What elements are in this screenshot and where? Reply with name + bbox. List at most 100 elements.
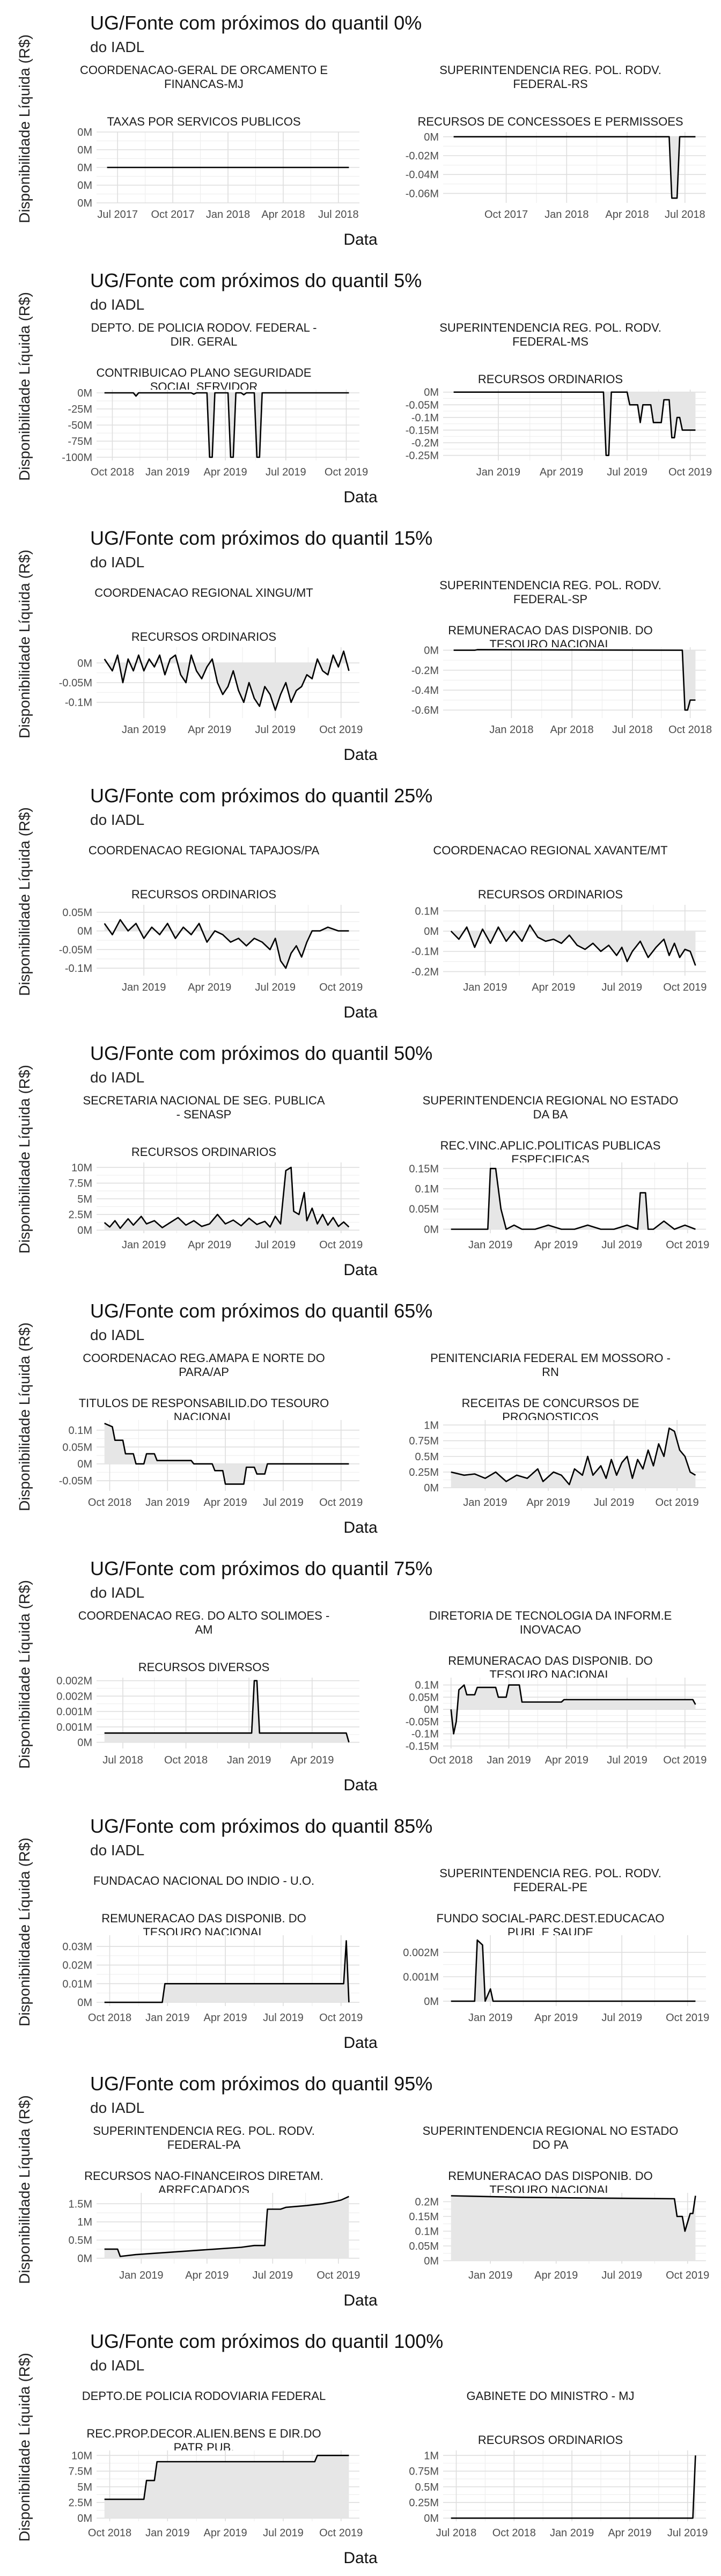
x-tick-label: Apr 2019 [545, 1754, 588, 1766]
y-tick-label: -0.05M [59, 677, 92, 689]
y-tick-label: 0M [424, 2513, 439, 2524]
y-tick-label: -0.15M [406, 425, 439, 436]
line-chart: 10M 7.5M 5M 2.5M 0M Oct 2018 Jan 2019 Apr 2019 J… [69, 2450, 363, 2539]
line-chart: 1M 0.75M 0.5M 0.25M 0M Jan 2019 Apr 2019 Jul 20… [409, 1419, 706, 1509]
section-title: UG/Fonte com próximos do quantil 85% [90, 1815, 433, 1837]
panel-title-line: RN [542, 1365, 559, 1379]
y-tick-label: -0.05M [59, 944, 92, 956]
panel-title: SUPERINTENDENCIA REG. POL. RODV. FEDERAL-… [384, 63, 717, 91]
x-tick-label: Oct 2019 [656, 1497, 699, 1509]
panel-title: SUPERINTENDENCIA REGIONAL NO ESTADO DA BA [384, 1094, 717, 1122]
y-tick-label: 0.1M [415, 1680, 439, 1692]
y-tick-label: 0M [424, 2256, 439, 2267]
x-tick-label: Jan 2019 [227, 1754, 271, 1766]
y-tick-label: -0.2M [411, 966, 439, 978]
panel-title-line: PENITENCIARIA FEDERAL EM MOSSORO - [430, 1351, 671, 1365]
y-tick-label: -0.1M [65, 963, 92, 975]
x-tick-label: Jan 2018 [489, 724, 533, 736]
panel-title: SECRETARIA NACIONAL DE SEG. PUBLICA - SEN… [38, 1094, 370, 1122]
series-area [104, 2455, 349, 2519]
x-tick-label: Apr 2019 [204, 2527, 247, 2539]
panel-title-line: FUNDACAO NACIONAL DO INDIO - U.O. [93, 1874, 315, 1887]
panel-title: SUPERINTENDENCIA REGIONAL NO ESTADO DO PA [384, 2124, 717, 2152]
plot-background [443, 132, 706, 203]
panel-source-line: FUNDO SOCIAL-PARC.DEST.EDUCACAO [436, 1912, 665, 1925]
y-tick-label: 0.2M [415, 2197, 439, 2208]
panel-title-line: COORDENACAO REG.AMAPA E NORTE DO [83, 1351, 325, 1365]
panel-title-line: SUPERINTENDENCIA REG. POL. RODV. [93, 2124, 315, 2138]
y-tick-label: 0M [77, 657, 92, 669]
chart-section: UG/Fonte com próximos do quantil 85% do I… [0, 1803, 721, 2061]
x-tick-label: Oct 2019 [319, 2012, 363, 2024]
x-axis-label: Data [343, 1004, 378, 1021]
x-tick-label: Jul 2019 [601, 1239, 642, 1251]
y-axis-label-container: Disponibilidade Líquida (R$) [14, 0, 35, 258]
y-tick-label: 0.05M [62, 907, 92, 919]
x-tick-label: Jul 2019 [601, 2270, 642, 2281]
panel-title: SUPERINTENDENCIA REG. POL. RODV. FEDERAL-… [384, 579, 717, 606]
panel-source-line: RECURSOS ORDINARIOS [131, 1145, 277, 1159]
y-tick-label: 0M [424, 1704, 439, 1716]
chart-section: UG/Fonte com próximos do quantil 15% do I… [0, 515, 721, 773]
x-tick-label: Jul 2019 [601, 2012, 642, 2024]
y-axis-label-container: Disponibilidade Líquida (R$) [14, 1546, 35, 1803]
series-line [451, 2455, 696, 2519]
panel-source-title: RECURSOS ORDINARIOS [384, 372, 717, 386]
x-tick-label: Apr 2019 [534, 2270, 578, 2281]
series-area [453, 136, 696, 199]
y-axis-label: Disponibilidade Líquida (R$) [16, 550, 33, 738]
y-axis-label: Disponibilidade Líquida (R$) [16, 34, 33, 223]
x-tick-label: Apr 2019 [188, 982, 231, 993]
x-tick-label: Jul 2018 [612, 724, 653, 736]
y-axis-label: Disponibilidade Líquida (R$) [16, 1065, 33, 1254]
y-tick-label: -0.15M [406, 1740, 439, 1752]
series-line [104, 919, 349, 969]
section-subtitle: do IADL [90, 811, 145, 828]
x-axis-label: Data [343, 2034, 378, 2052]
y-tick-label: 0.03M [62, 1941, 92, 1953]
series-area [104, 1941, 349, 2003]
y-tick-label: 10M [71, 1162, 92, 1174]
y-tick-label: 0M [77, 2253, 92, 2265]
plot-background [443, 647, 706, 718]
x-tick-label: Jul 2019 [607, 1754, 648, 1766]
section-title: UG/Fonte com próximos do quantil 5% [90, 269, 422, 291]
x-tick-label: Jul 2018 [436, 2527, 477, 2539]
x-tick-label: Apr 2019 [608, 2527, 651, 2539]
x-tick-label: Jan 2019 [468, 1239, 512, 1251]
panel-source-line: RECURSOS ORDINARIOS [477, 888, 623, 901]
y-tick-label: 0M [77, 1459, 92, 1470]
series-area [451, 1685, 696, 1734]
x-tick-label: Jul 2019 [263, 1497, 304, 1509]
x-tick-label: Oct 2018 [88, 2527, 131, 2539]
y-tick-label: -0.04M [406, 169, 439, 181]
panel-source-line: REMUNERACAO DAS DISPONIB. DO [448, 624, 653, 637]
panel-source-line: REMUNERACAO DAS DISPONIB. DO [448, 1654, 653, 1667]
y-axis-label-container: Disponibilidade Líquida (R$) [14, 773, 35, 1030]
y-tick-label: 0M [424, 387, 439, 399]
plot-background [443, 1162, 706, 1233]
x-tick-label: Oct 2019 [319, 724, 363, 736]
y-tick-label: 0.001M [403, 1971, 439, 1983]
y-tick-label: 0.05M [62, 1441, 92, 1453]
panel-title-line: FEDERAL-RS [513, 77, 588, 91]
y-tick-label: 0.5M [415, 1451, 439, 1463]
panel-title-line: SECRETARIA NACIONAL DE SEG. PUBLICA [83, 1094, 325, 1107]
panel-title: DEPTO.DE POLICIA RODOVIARIA FEDERAL [38, 2389, 370, 2403]
y-tick-label: -0.05M [406, 399, 439, 411]
y-tick-label: 0.05M [409, 2241, 439, 2252]
section-title: UG/Fonte com próximos do quantil 15% [90, 527, 433, 549]
series-area [104, 2196, 349, 2258]
panel-title: COORDENACAO REGIONAL XINGU/MT [38, 586, 370, 600]
y-tick-label: -0.2M [411, 437, 439, 449]
x-tick-label: Oct 2019 [319, 1239, 363, 1251]
y-tick-label: 0.01M [62, 1978, 92, 1990]
panel-title-line: DA BA [533, 1108, 568, 1121]
line-chart: 0.03M 0.02M 0.01M 0M Oct 2018 Jan 2019 Apr 201… [62, 1935, 363, 2024]
panel-title-line: GABINETE DO MINISTRO - MJ [466, 2389, 635, 2403]
panel-title-line: COORDENACAO REGIONAL XAVANTE/MT [433, 844, 668, 857]
x-tick-label: Jan 2019 [145, 2012, 189, 2024]
x-tick-label: Jan 2019 [468, 2270, 512, 2281]
chart-section: UG/Fonte com próximos do quantil 5% do IA… [0, 258, 721, 515]
